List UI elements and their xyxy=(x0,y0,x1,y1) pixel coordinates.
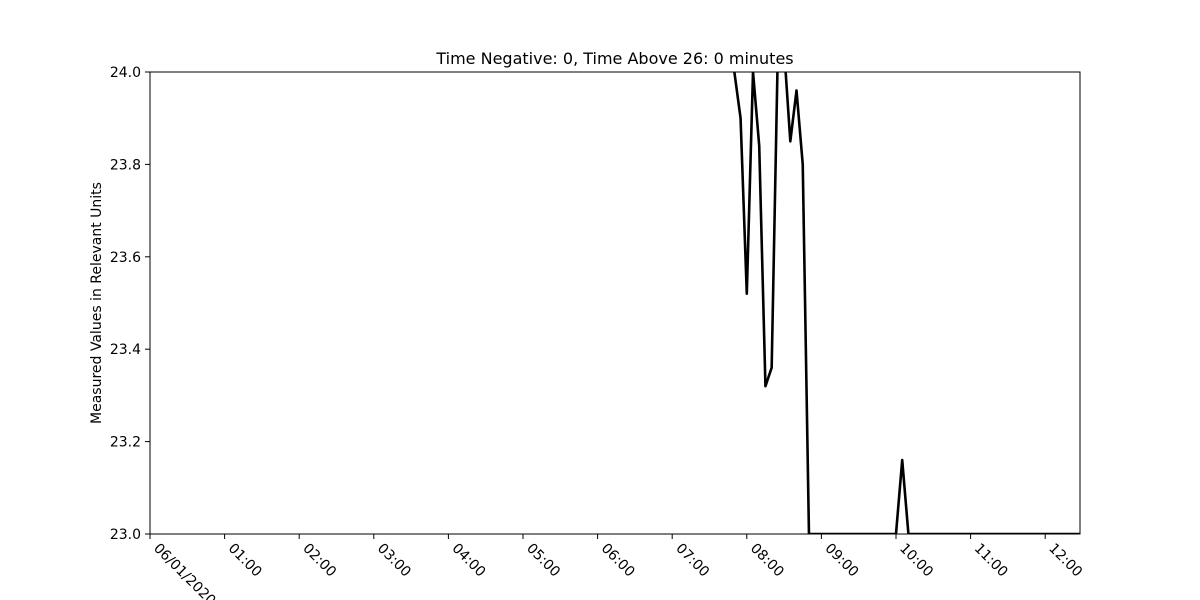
x-axis-ticks: 06/01/2020 01:00 02:00 03:00 04:00 05:00 06:00… xyxy=(149,534,1085,600)
x-tick-label: 09:00 xyxy=(822,541,862,581)
plot-frame xyxy=(149,71,1081,535)
chart-title: Time Negative: 0, Time Above 26: 0 minut… xyxy=(435,49,793,68)
y-axis-label: Measured Values in Relevant Units xyxy=(89,182,105,424)
y-tick-label: 23.6 xyxy=(110,250,141,266)
x-tick-label: 07:00 xyxy=(672,541,712,581)
x-tick-label: 04:00 xyxy=(449,541,489,581)
x-tick-label: 05:00 xyxy=(523,541,563,581)
x-tick-label: 12:00 xyxy=(1045,541,1085,581)
y-tick-label: 24.0 xyxy=(110,65,141,81)
plot-area xyxy=(733,72,1080,534)
y-axis-ticks: 23.0 23.2 23.4 23.6 23.8 24.0 xyxy=(110,65,150,543)
x-tick-label: 06/01/2020 xyxy=(150,541,218,600)
series-line xyxy=(733,72,1080,534)
y-tick-label: 23.4 xyxy=(110,342,141,358)
x-tick-label: 06:00 xyxy=(598,541,638,581)
x-tick-label: 03:00 xyxy=(374,541,414,581)
x-tick-label: 10:00 xyxy=(896,541,936,581)
x-tick-label: 01:00 xyxy=(225,541,265,581)
x-tick-label: 02:00 xyxy=(299,541,339,581)
y-tick-label: 23.8 xyxy=(110,157,141,173)
x-tick-label: 11:00 xyxy=(971,541,1011,581)
y-tick-label: 23.2 xyxy=(110,435,141,451)
y-tick-label: 23.0 xyxy=(110,527,141,543)
x-tick-label: 08:00 xyxy=(747,541,787,581)
